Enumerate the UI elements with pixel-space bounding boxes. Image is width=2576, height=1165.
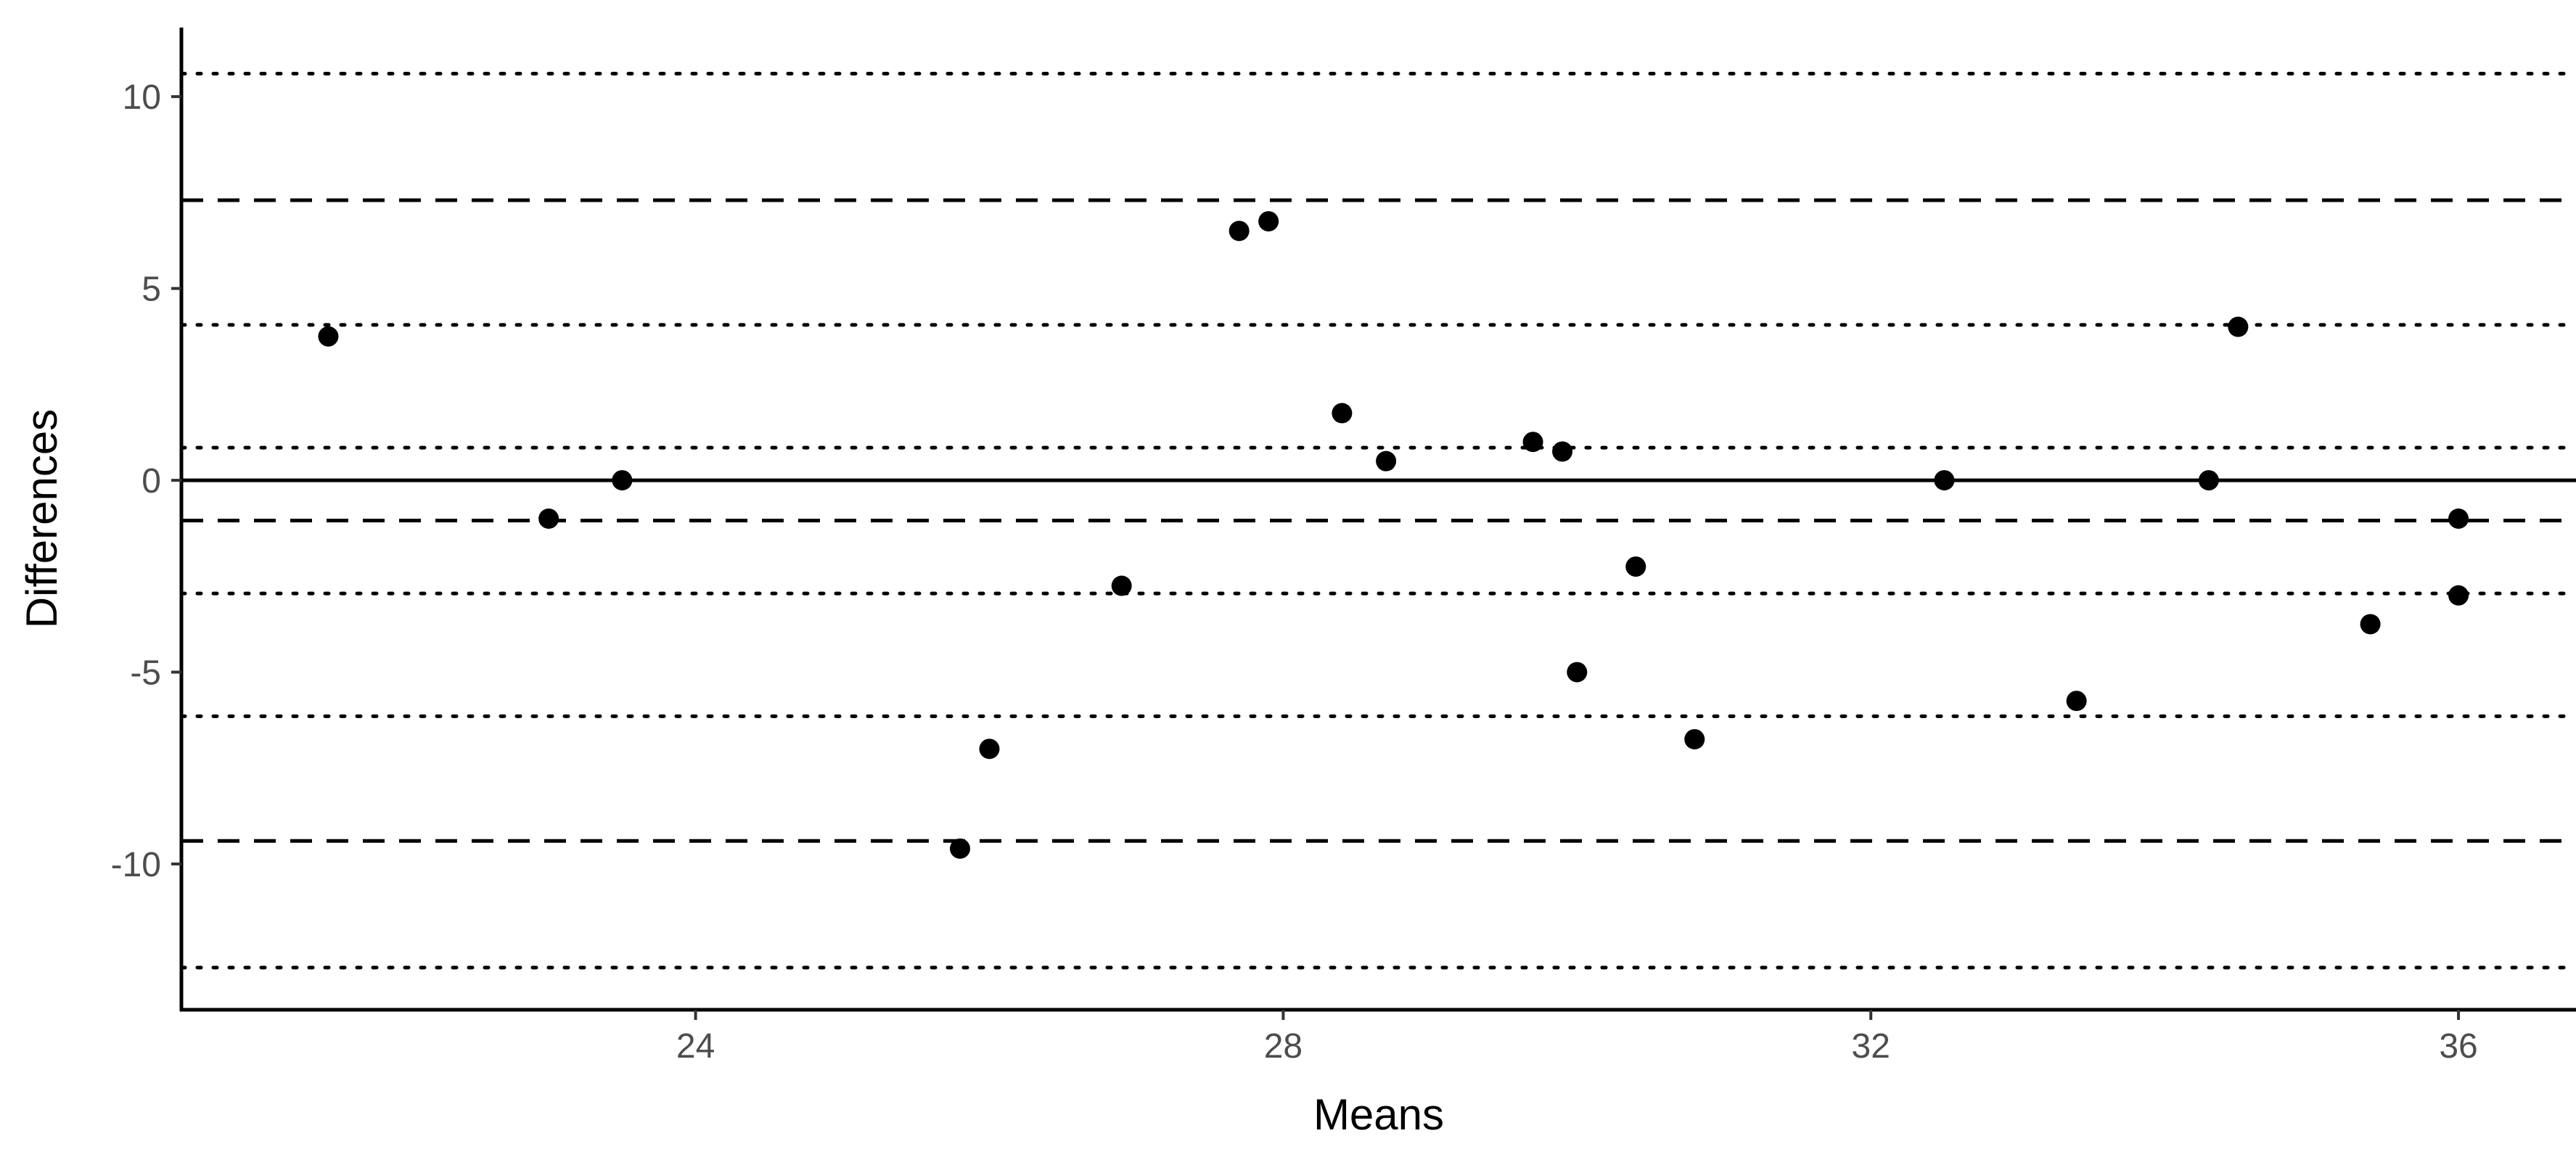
- data-point: [1332, 403, 1353, 424]
- data-point: [1258, 211, 1279, 232]
- reference-lines: [179, 71, 2576, 970]
- y-tick-label: 5: [141, 271, 161, 309]
- data-point: [2066, 691, 2087, 712]
- data-point: [1567, 662, 1588, 683]
- data-point: [1228, 221, 1250, 242]
- y-tick-label: -10: [111, 846, 161, 884]
- ticks: -10 -5 0 5 10 24 28 32 36: [111, 78, 2478, 1066]
- x-tick-label: 36: [2439, 1027, 2477, 1066]
- data-point: [1625, 556, 1646, 577]
- data-point: [318, 326, 339, 347]
- data-point: [1552, 441, 1573, 462]
- x-axis-title: Means: [1313, 1090, 1444, 1139]
- data-point: [2228, 316, 2249, 337]
- data-point: [538, 509, 559, 529]
- data-point: [1934, 470, 1955, 491]
- data-point: [1376, 450, 1397, 472]
- x-tick-label: 28: [1264, 1027, 1303, 1066]
- data-point: [1111, 575, 1132, 596]
- data-point: [1522, 432, 1543, 453]
- data-point: [2448, 585, 2469, 606]
- data-points: [318, 211, 2469, 859]
- y-tick-label: -5: [130, 654, 161, 693]
- data-point: [979, 738, 1000, 759]
- data-point: [1684, 729, 1705, 750]
- data-point: [2198, 470, 2219, 491]
- data-point: [612, 470, 633, 491]
- axes: [179, 28, 2576, 1012]
- y-axis-title: Differences: [17, 409, 66, 628]
- y-tick-label: 10: [123, 78, 161, 117]
- y-tick-label: 0: [141, 462, 161, 501]
- data-point: [950, 838, 971, 859]
- x-tick-label: 32: [1852, 1027, 1890, 1066]
- data-point: [2448, 509, 2469, 529]
- x-tick-label: 24: [676, 1027, 715, 1066]
- data-point: [2360, 614, 2381, 635]
